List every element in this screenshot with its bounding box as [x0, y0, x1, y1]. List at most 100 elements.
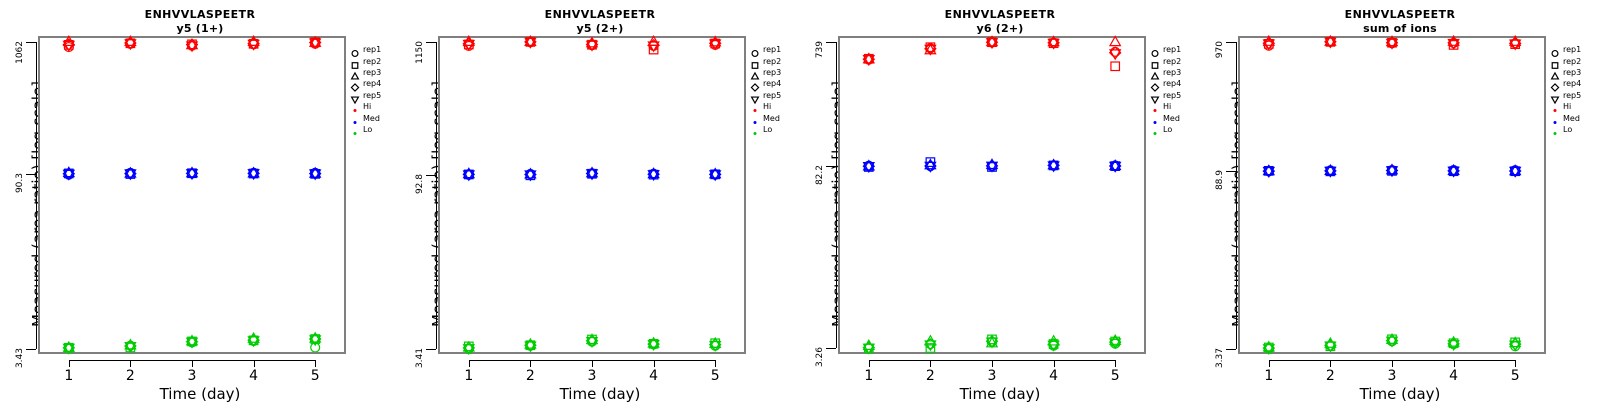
- legend-item[interactable]: rep3: [748, 67, 800, 80]
- data-point: [524, 170, 537, 182]
- legend-item[interactable]: rep3: [1548, 67, 1600, 80]
- x-axis-tick: [592, 360, 593, 367]
- legend-item[interactable]: rep4: [1548, 78, 1600, 93]
- x-axis-label: Time (day): [959, 385, 1041, 403]
- x-axis-tick: [192, 360, 193, 367]
- data-point: [1047, 161, 1060, 173]
- x-axis-tick-label: 5: [310, 368, 320, 384]
- legend-item[interactable]: Med: [1548, 112, 1600, 124]
- data-point: [462, 340, 476, 352]
- legend-item-label: rep3: [1163, 67, 1182, 77]
- legend-item[interactable]: rep1: [1148, 44, 1200, 58]
- legend-item[interactable]: Lo: [1548, 124, 1600, 135]
- data-point: [1108, 159, 1122, 171]
- panel-title-block: ENHVVLASPEETR y5 (1+): [0, 8, 400, 36]
- legend-item[interactable]: rep5: [348, 90, 400, 105]
- x-axis-tick-label: 2: [1325, 368, 1335, 384]
- legend-item-label: rep5: [1163, 90, 1182, 100]
- legend-item[interactable]: Lo: [748, 124, 800, 135]
- data-point: [1324, 34, 1337, 46]
- data-point: [1387, 37, 1397, 48]
- legend-item[interactable]: Lo: [1148, 124, 1200, 135]
- data-point: [1508, 39, 1522, 51]
- data-point-layer: [62, 34, 322, 355]
- data-point: [310, 334, 321, 344]
- legend-item[interactable]: rep5: [1548, 90, 1600, 105]
- diamond-marker-icon: [1148, 78, 1162, 93]
- data-point: [1108, 35, 1122, 47]
- x-axis-label: Time (day): [1359, 385, 1441, 403]
- legend-item[interactable]: rep5: [1148, 90, 1200, 105]
- legend-item[interactable]: Hi: [1548, 101, 1600, 113]
- legend-item[interactable]: Med: [348, 112, 400, 124]
- legend-item-label: rep5: [363, 90, 382, 100]
- data-point: [63, 342, 74, 353]
- data-point: [1385, 35, 1399, 47]
- legend-item[interactable]: rep4: [348, 78, 400, 93]
- legend-item[interactable]: Hi: [348, 101, 400, 113]
- x-axis-line: [868, 360, 1116, 361]
- legend-item[interactable]: rep1: [748, 44, 800, 58]
- panel-subtitle: y5 (2+): [576, 22, 624, 35]
- legend-item[interactable]: rep4: [1148, 78, 1200, 93]
- y-axis-tick: [1226, 41, 1236, 43]
- data-point: [124, 166, 137, 178]
- y-axis-tick: [1226, 348, 1236, 350]
- legend-item[interactable]: rep3: [348, 67, 400, 80]
- data-point: [585, 333, 599, 345]
- dot-marker-icon: [348, 113, 362, 124]
- data-point: [247, 169, 260, 181]
- legend-item[interactable]: rep3: [1148, 67, 1200, 80]
- data-point: [524, 337, 537, 349]
- x-axis-tick: [1392, 360, 1393, 367]
- data-point: [1262, 340, 1276, 352]
- data-point: [62, 166, 76, 178]
- data-point: [585, 166, 599, 178]
- square-marker-icon: [1548, 56, 1562, 69]
- x-axis-tick: [992, 360, 993, 367]
- data-point: [308, 331, 322, 343]
- data-point: [524, 37, 537, 49]
- legend-item[interactable]: rep2: [748, 55, 800, 69]
- legend-item[interactable]: rep4: [748, 78, 800, 93]
- x-axis-tick: [530, 360, 532, 367]
- data-point: [1508, 166, 1522, 178]
- panel-title: ENHVVLASPEETR: [944, 8, 1056, 21]
- data-point: [1385, 332, 1399, 344]
- legend-item[interactable]: rep2: [1148, 55, 1200, 69]
- legend-item[interactable]: rep5: [748, 90, 800, 105]
- x-axis-tick-label: 5: [1510, 368, 1520, 384]
- data-point: [985, 161, 999, 173]
- legend-item[interactable]: rep1: [348, 44, 400, 58]
- data-point: [1110, 61, 1121, 72]
- dot-marker-icon: [1548, 101, 1562, 113]
- legend-item[interactable]: Hi: [748, 101, 800, 113]
- legend-item[interactable]: Lo: [348, 124, 400, 135]
- triangle-down-marker-icon: [1548, 90, 1562, 105]
- data-point: [924, 44, 937, 56]
- legend-item[interactable]: rep2: [1548, 55, 1600, 69]
- data-point: [124, 341, 137, 353]
- data-point: [247, 39, 260, 51]
- legend: rep1 rep2 rep3 rep4 rep5 Hi Med Lo: [1148, 44, 1200, 135]
- data-point: [185, 38, 199, 50]
- panel-title: ENHVVLASPEETR: [1344, 8, 1456, 21]
- x-axis-tick: [930, 360, 932, 367]
- data-point: [524, 34, 537, 46]
- panel-title: ENHVVLASPEETR: [144, 8, 256, 21]
- data-point: [987, 37, 997, 48]
- data-point: [647, 41, 660, 53]
- data-point: [1385, 336, 1399, 348]
- legend-item-label: Hi: [363, 102, 372, 112]
- legend-item[interactable]: Med: [1148, 112, 1200, 124]
- y-axis-tick: [826, 41, 836, 43]
- legend-item[interactable]: Med: [748, 112, 800, 124]
- legend-item[interactable]: rep2: [348, 55, 400, 69]
- y-axis-tick: [26, 41, 36, 43]
- legend-item[interactable]: Hi: [1148, 101, 1200, 113]
- legend-item-label: rep4: [363, 79, 382, 89]
- data-point: [124, 169, 137, 181]
- legend-item-label: Lo: [363, 124, 373, 134]
- legend-item[interactable]: rep1: [1548, 44, 1600, 58]
